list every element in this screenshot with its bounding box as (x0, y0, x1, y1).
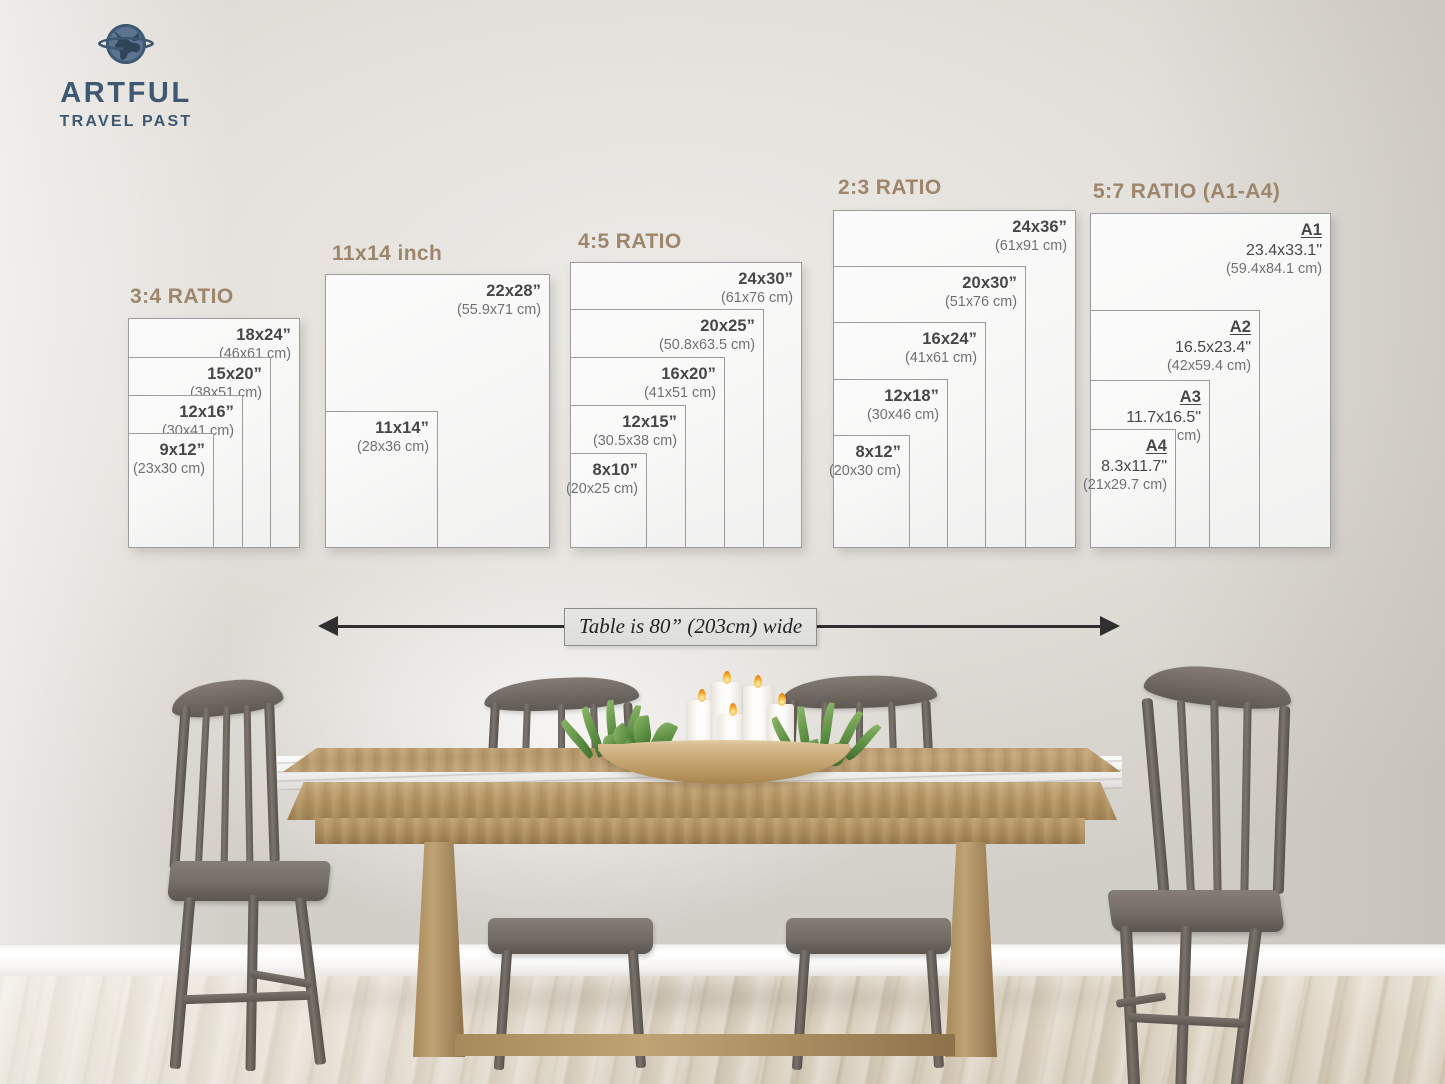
frame-size-inches: 24x36” (1012, 218, 1067, 236)
table-leg-right (945, 842, 997, 1057)
brand-name-line2: TRAVEL PAST (59, 113, 193, 130)
frame-size-name: A2 (1229, 318, 1251, 336)
frame-size-cm: (21x29.7 cm) (1083, 477, 1167, 494)
frame-size-name: A1 (1300, 221, 1322, 239)
frame-size-inches: 20x25” (700, 317, 755, 335)
frame-size-cm: (30.5x38 cm) (593, 433, 677, 450)
floor-contact-shadow (130, 976, 1310, 1018)
candle-flame-1 (698, 689, 706, 702)
frame-ratio-5-7-3: A4 8.3x11.7" (21x29.7 cm) (1083, 429, 1176, 548)
frame-size-name: A4 (1145, 437, 1167, 455)
wooden-bowl-with-candles-and-succulents (558, 671, 882, 788)
frame-ratio-2-3-4: 8x12” (20x30 cm) (829, 435, 910, 548)
frame-label-inch-11-14-0: 22x28” (55.9x71 cm) (457, 282, 541, 319)
frame-size-cm: (41x61 cm) (905, 350, 977, 367)
frame-label-ratio-4-5-3: 12x15” (30.5x38 cm) (593, 413, 677, 450)
frame-label-ratio-2-3-1: 20x30” (51x76 cm) (945, 274, 1017, 311)
candle-flame-5 (778, 693, 786, 706)
baseboard (0, 944, 1445, 979)
frame-label-inch-11-14-1: 11x14” (28x36 cm) (357, 419, 429, 456)
frame-size-cm: (61x91 cm) (995, 238, 1067, 255)
frame-size-cm: (20x25 cm) (566, 481, 638, 498)
frame-label-ratio-5-7-3: A4 8.3x11.7" (21x29.7 cm) (1083, 437, 1167, 494)
frame-size-cm: (28x36 cm) (357, 439, 429, 456)
frame-size-inches: 8.3x11.7" (1101, 457, 1167, 475)
frame-label-ratio-3-4-3: 9x12” (23x30 cm) (133, 441, 205, 478)
frame-size-inches: 24x30” (738, 270, 793, 288)
frame-size-cm: (41x51 cm) (644, 385, 716, 402)
frame-size-inches: 9x12” (159, 441, 205, 459)
frame-label-ratio-5-7-0: A1 23.4x33.1" (59.4x84.1 cm) (1226, 221, 1322, 278)
measure-label: Table is 80” (203cm) wide (579, 614, 803, 638)
group-title-ratio-5-7: 5:7 RATIO (A1-A4) (1093, 180, 1281, 203)
frame-size-cm: (30x46 cm) (867, 407, 939, 424)
frame-size-inches: 18x24” (236, 326, 291, 344)
frame-inch-11-14-1: 11x14” (28x36 cm) (325, 411, 438, 548)
frame-size-cm: (50.8x63.5 cm) (659, 337, 755, 354)
frame-size-inches: 12x15” (622, 413, 677, 431)
frame-label-ratio-4-5-0: 24x30” (61x76 cm) (721, 270, 793, 307)
candle-flame-4 (754, 675, 762, 688)
frame-size-cm: (51x76 cm) (945, 294, 1017, 311)
frame-size-inches: 11.7x16.5" (1126, 408, 1201, 426)
frame-label-ratio-4-5-4: 8x10” (20x25 cm) (566, 461, 638, 498)
candle-flame-2 (723, 671, 731, 684)
measure-label-box: Table is 80” (203cm) wide (564, 608, 818, 646)
frame-label-ratio-2-3-2: 16x24” (41x61 cm) (905, 330, 977, 367)
frame-size-inches: 16x24” (922, 330, 977, 348)
frame-label-ratio-2-3-4: 8x12” (20x30 cm) (829, 443, 901, 480)
furniture-scene (0, 620, 1445, 1084)
table-leg-left (413, 842, 465, 1057)
frame-size-inches: 15x20” (207, 365, 262, 383)
frame-size-inches: 8x12” (855, 443, 901, 461)
chair-right (1107, 660, 1340, 1084)
frame-size-cm: (59.4x84.1 cm) (1226, 261, 1322, 278)
frame-size-inches: 11x14” (375, 419, 429, 437)
frame-size-cm: (55.9x71 cm) (457, 302, 541, 319)
frame-size-inches: 8x10” (592, 461, 638, 479)
brand-name-line1: ARTFUL (60, 77, 192, 109)
frame-label-ratio-4-5-1: 20x25” (50.8x63.5 cm) (659, 317, 755, 354)
dining-table (255, 738, 1155, 1068)
arrow-left-icon (318, 616, 338, 636)
table-apron (315, 818, 1085, 844)
wooden-bowl (598, 744, 850, 784)
frame-label-ratio-4-5-2: 16x20” (41x51 cm) (644, 365, 716, 402)
frame-size-inches: 16x20” (661, 365, 716, 383)
frame-size-cm: (61x76 cm) (721, 290, 793, 307)
group-title-ratio-2-3: 2:3 RATIO (838, 176, 942, 199)
table-edge (287, 782, 1117, 820)
frame-size-inches: 20x30” (962, 274, 1017, 292)
group-title-inch-11-14: 11x14 inch (332, 242, 443, 265)
table-width-measure: Table is 80” (203cm) wide (318, 608, 1120, 646)
frame-label-ratio-2-3-3: 12x18” (30x46 cm) (867, 387, 939, 424)
group-title-ratio-3-4: 3:4 RATIO (130, 285, 234, 308)
frame-label-ratio-2-3-0: 24x36” (61x91 cm) (995, 218, 1067, 255)
frame-size-inches: 22x28” (486, 282, 541, 300)
frame-size-cm: (42x59.4 cm) (1167, 358, 1251, 375)
frame-size-cm: (20x30 cm) (829, 463, 901, 480)
frame-size-cm: (23x30 cm) (133, 461, 205, 478)
brand-logo: ARTFUL TRAVEL PAST (26, 18, 226, 130)
candle-flame-3 (729, 703, 737, 716)
frame-ratio-3-4-3: 9x12” (23x30 cm) (128, 433, 214, 548)
globe-icon (98, 24, 154, 64)
frame-size-inches: 23.4x33.1" (1246, 241, 1322, 259)
frame-size-inches: 12x16” (179, 403, 234, 421)
group-title-ratio-4-5: 4:5 RATIO (578, 230, 682, 253)
table-stretcher (455, 1034, 955, 1056)
frame-ratio-4-5-4: 8x10” (20x25 cm) (566, 453, 647, 548)
frame-size-inches: 12x18” (884, 387, 939, 405)
arrow-right-icon (1100, 616, 1120, 636)
frame-size-inches: 16.5x23.4" (1175, 338, 1251, 356)
frame-size-name: A3 (1179, 388, 1201, 406)
frame-label-ratio-5-7-1: A2 16.5x23.4" (42x59.4 cm) (1167, 318, 1251, 375)
